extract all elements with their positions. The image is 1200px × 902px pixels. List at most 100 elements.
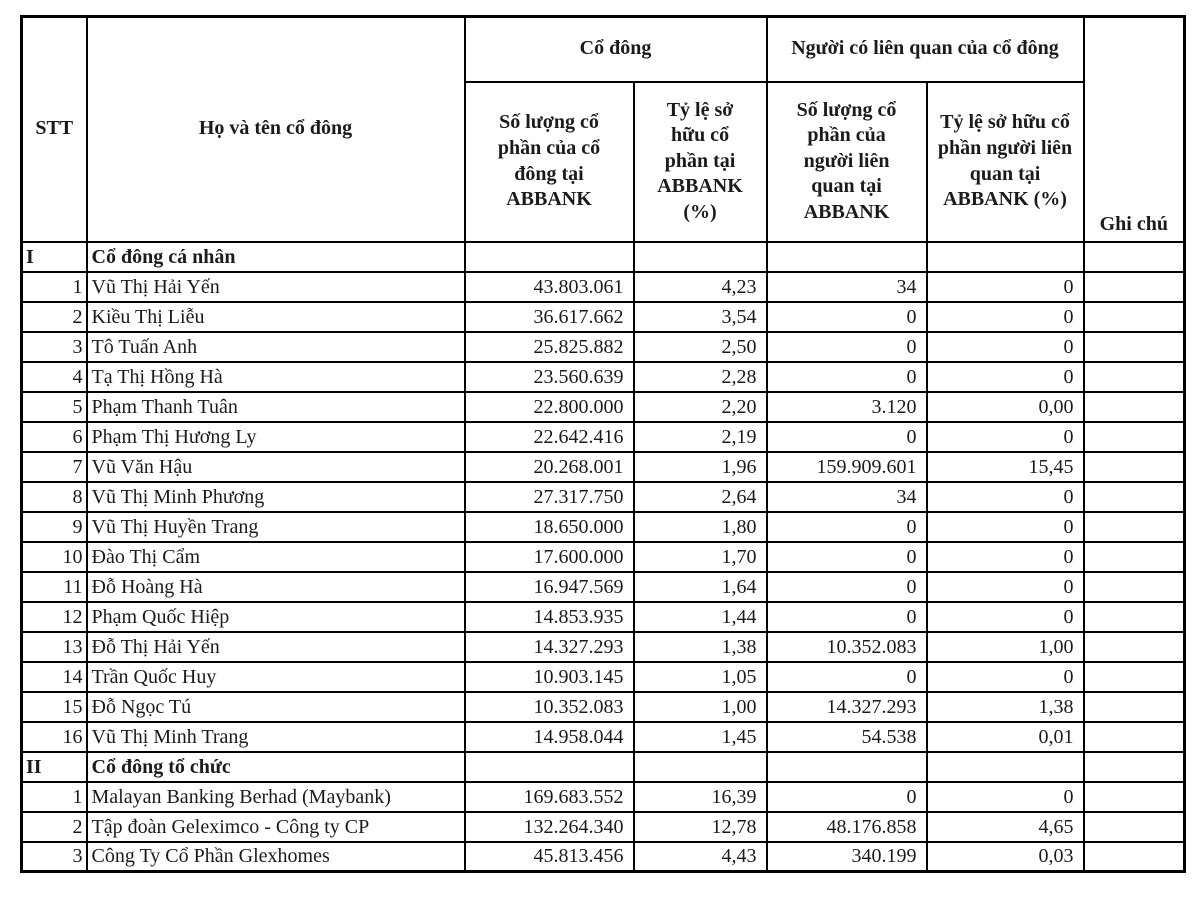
table-row: 13 Đỗ Thị Hải Yến 14.327.293 1,38 10.352.083…: [20, 630, 1186, 663]
table-row: 2 Kiều Thị Liễu 36.617.662 3,54 0 0: [20, 300, 1186, 333]
cell-ratio: 1,38: [632, 630, 768, 663]
cell-note: [1082, 630, 1186, 663]
cell-related-shares: 0: [765, 330, 928, 363]
cell-related-ratio: 4,65: [925, 810, 1085, 843]
cell-note: [1082, 270, 1186, 303]
section-title: Cổ đông tổ chức: [85, 750, 466, 783]
cell-related-ratio: 1,00: [925, 630, 1085, 663]
cell-shares: 14.853.935: [463, 600, 635, 633]
header-related-shares: Số lượng cổ phần của người liên quan tại…: [765, 80, 928, 243]
table-row: 4 Tạ Thị Hồng Hà 23.560.639 2,28 0 0: [20, 360, 1186, 393]
cell-note: [1082, 390, 1186, 423]
cell-name: Kiều Thị Liễu: [85, 300, 466, 333]
cell-name: Tô Tuấn Anh: [85, 330, 466, 363]
section-empty-related-shares: [765, 750, 928, 783]
cell-ratio: 2,28: [632, 360, 768, 393]
section-empty-shares: [463, 240, 635, 273]
document-page: STT Họ và tên cổ đông Cổ đông Người có l…: [20, 15, 1187, 873]
header-shares: Số lượng cổ phần của cổ đông tại ABBANK: [463, 80, 635, 243]
cell-shares: 132.264.340: [463, 810, 635, 843]
cell-note: [1082, 570, 1186, 603]
cell-name: Vũ Thị Huyền Trang: [85, 510, 466, 543]
cell-name: Đỗ Thị Hải Yến: [85, 630, 466, 663]
cell-related-shares: 0: [765, 570, 928, 603]
cell-name: Đào Thị Cẩm: [85, 540, 466, 573]
cell-ratio: 1,96: [632, 450, 768, 483]
section-empty-related-shares: [765, 240, 928, 273]
cell-ratio: 1,00: [632, 690, 768, 723]
cell-shares: 45.813.456: [463, 840, 635, 873]
cell-stt: 13: [20, 630, 88, 663]
cell-related-ratio: 0: [925, 360, 1085, 393]
section-empty-related-ratio: [925, 750, 1085, 783]
cell-related-ratio: 0,01: [925, 720, 1085, 753]
cell-related-ratio: 0: [925, 510, 1085, 543]
cell-ratio: 3,54: [632, 300, 768, 333]
cell-note: [1082, 510, 1186, 543]
cell-related-shares: 34: [765, 270, 928, 303]
header-name: Họ và tên cổ đông: [85, 15, 466, 243]
table-row: 1 Vũ Thị Hải Yến 43.803.061 4,23 34 0: [20, 270, 1186, 303]
cell-ratio: 4,43: [632, 840, 768, 873]
header-group-related: Người có liên quan của cổ đông: [765, 15, 1085, 83]
cell-stt: 2: [20, 300, 88, 333]
cell-ratio: 4,23: [632, 270, 768, 303]
section-empty-note: [1082, 240, 1186, 273]
cell-shares: 20.268.001: [463, 450, 635, 483]
cell-shares: 22.800.000: [463, 390, 635, 423]
table-row: 14 Trần Quốc Huy 10.903.145 1,05 0 0: [20, 660, 1186, 693]
section-empty-note: [1082, 750, 1186, 783]
section-row: II Cổ đông tổ chức: [20, 750, 1186, 783]
cell-related-shares: 48.176.858: [765, 810, 928, 843]
cell-stt: 8: [20, 480, 88, 513]
table-row: 16 Vũ Thị Minh Trang 14.958.044 1,45 54.538 0…: [20, 720, 1186, 753]
table-row: 15 Đỗ Ngọc Tú 10.352.083 1,00 14.327.293 1,38: [20, 690, 1186, 723]
cell-related-ratio: 0,03: [925, 840, 1085, 873]
cell-stt: 1: [20, 270, 88, 303]
header-sub-row: Số lượng cổ phần của cổ đông tại ABBANK …: [22, 80, 1185, 243]
table-row: 8 Vũ Thị Minh Phương 27.317.750 2,64 34 0: [20, 480, 1186, 513]
cell-shares: 27.317.750: [463, 480, 635, 513]
cell-name: Đỗ Hoàng Hà: [85, 570, 466, 603]
cell-ratio: 1,44: [632, 600, 768, 633]
section-empty-shares: [463, 750, 635, 783]
cell-shares: 169.683.552: [463, 780, 635, 813]
cell-related-shares: 14.327.293: [765, 690, 928, 723]
section-title: Cổ đông cá nhân: [85, 240, 466, 273]
cell-name: Trần Quốc Huy: [85, 660, 466, 693]
cell-name: Tập đoàn Geleximco - Công ty CP: [85, 810, 466, 843]
cell-related-shares: 0: [765, 600, 928, 633]
header-ratio: Tỷ lệ sở hữu cổ phần tại ABBANK (%): [632, 80, 768, 243]
cell-stt: 4: [20, 360, 88, 393]
cell-ratio: 16,39: [632, 780, 768, 813]
table-row: 3 Công Ty Cổ Phần Glexhomes 45.813.456 4,43…: [20, 840, 1186, 873]
cell-shares: 25.825.882: [463, 330, 635, 363]
cell-note: [1082, 480, 1186, 513]
header-stt: STT: [20, 15, 88, 243]
cell-stt: 5: [20, 390, 88, 423]
cell-name: Tạ Thị Hồng Hà: [85, 360, 466, 393]
cell-name: Phạm Thanh Tuân: [85, 390, 466, 423]
cell-stt: 9: [20, 510, 88, 543]
cell-note: [1082, 330, 1186, 363]
shareholder-table: STT Họ và tên cổ đông Cổ đông Người có l…: [20, 15, 1187, 873]
cell-shares: 16.947.569: [463, 570, 635, 603]
cell-name: Đỗ Ngọc Tú: [85, 690, 466, 723]
cell-stt: 3: [20, 330, 88, 363]
cell-note: [1082, 540, 1186, 573]
header-related-ratio: Tỷ lệ sở hữu cổ phần người liên quan tại…: [925, 80, 1085, 243]
cell-related-ratio: 0: [925, 480, 1085, 513]
cell-related-shares: 0: [765, 300, 928, 333]
cell-ratio: 2,19: [632, 420, 768, 453]
cell-shares: 10.903.145: [463, 660, 635, 693]
table-row: 10 Đào Thị Cẩm 17.600.000 1,70 0 0: [20, 540, 1186, 573]
cell-ratio: 12,78: [632, 810, 768, 843]
cell-name: Vũ Văn Hậu: [85, 450, 466, 483]
header-group-related-label: Người có liên quan của cổ đông: [791, 37, 1059, 60]
table-row: 5 Phạm Thanh Tuân 22.800.000 2,20 3.120 0,00: [20, 390, 1186, 423]
cell-shares: 36.617.662: [463, 300, 635, 333]
section-empty-related-ratio: [925, 240, 1085, 273]
cell-related-ratio: 0: [925, 600, 1085, 633]
cell-name: Vũ Thị Minh Trang: [85, 720, 466, 753]
table-row: 11 Đỗ Hoàng Hà 16.947.569 1,64 0 0: [20, 570, 1186, 603]
